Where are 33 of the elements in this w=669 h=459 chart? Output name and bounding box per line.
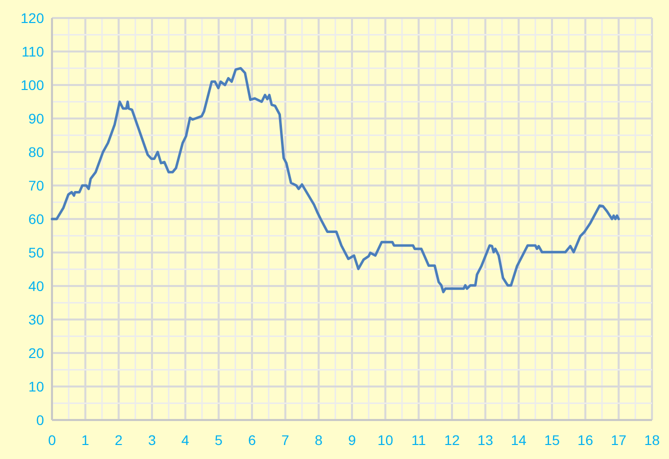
y-tick-label: 100: [20, 76, 44, 93]
x-tick-label: 9: [348, 432, 356, 448]
x-tick-label: 16: [578, 432, 594, 448]
x-tick-label: 13: [478, 432, 494, 448]
y-tick-label: 110: [22, 43, 44, 60]
y-tick-label: 20: [28, 344, 44, 361]
x-tick-label: 18: [644, 432, 660, 448]
x-tick-label: 12: [444, 432, 460, 448]
x-tick-label: 6: [248, 432, 256, 448]
x-tick-label: 11: [411, 432, 426, 448]
y-tick-label: 90: [28, 110, 44, 126]
y-tick-label: 120: [20, 10, 44, 26]
y-tick-label: 80: [28, 144, 44, 160]
x-tick-label: 14: [510, 432, 527, 448]
y-tick-label: 40: [28, 278, 44, 294]
x-tick-label: 17: [610, 432, 627, 448]
y-tick-label: 70: [28, 177, 44, 194]
x-tick-label: 15: [544, 432, 560, 448]
line-series: [50, 67, 620, 294]
x-tick-label: 7: [281, 432, 290, 448]
x-tick-label: 3: [148, 432, 156, 448]
x-tick-label: 10: [378, 432, 394, 448]
y-tick-label: 0: [36, 412, 44, 428]
x-tick-label: 2: [114, 432, 123, 448]
x-tick-label: 1: [81, 432, 90, 448]
y-tick-label: 10: [28, 378, 44, 394]
y-tick-label: 60: [28, 210, 44, 227]
x-tick-label: 4: [181, 432, 190, 448]
y-tick-label: 30: [28, 311, 44, 328]
x-tick-label: 5: [214, 432, 223, 448]
y-tick-label: 50: [28, 244, 44, 260]
x-tick-label: 0: [48, 432, 56, 448]
x-tick-label: 8: [314, 432, 323, 448]
